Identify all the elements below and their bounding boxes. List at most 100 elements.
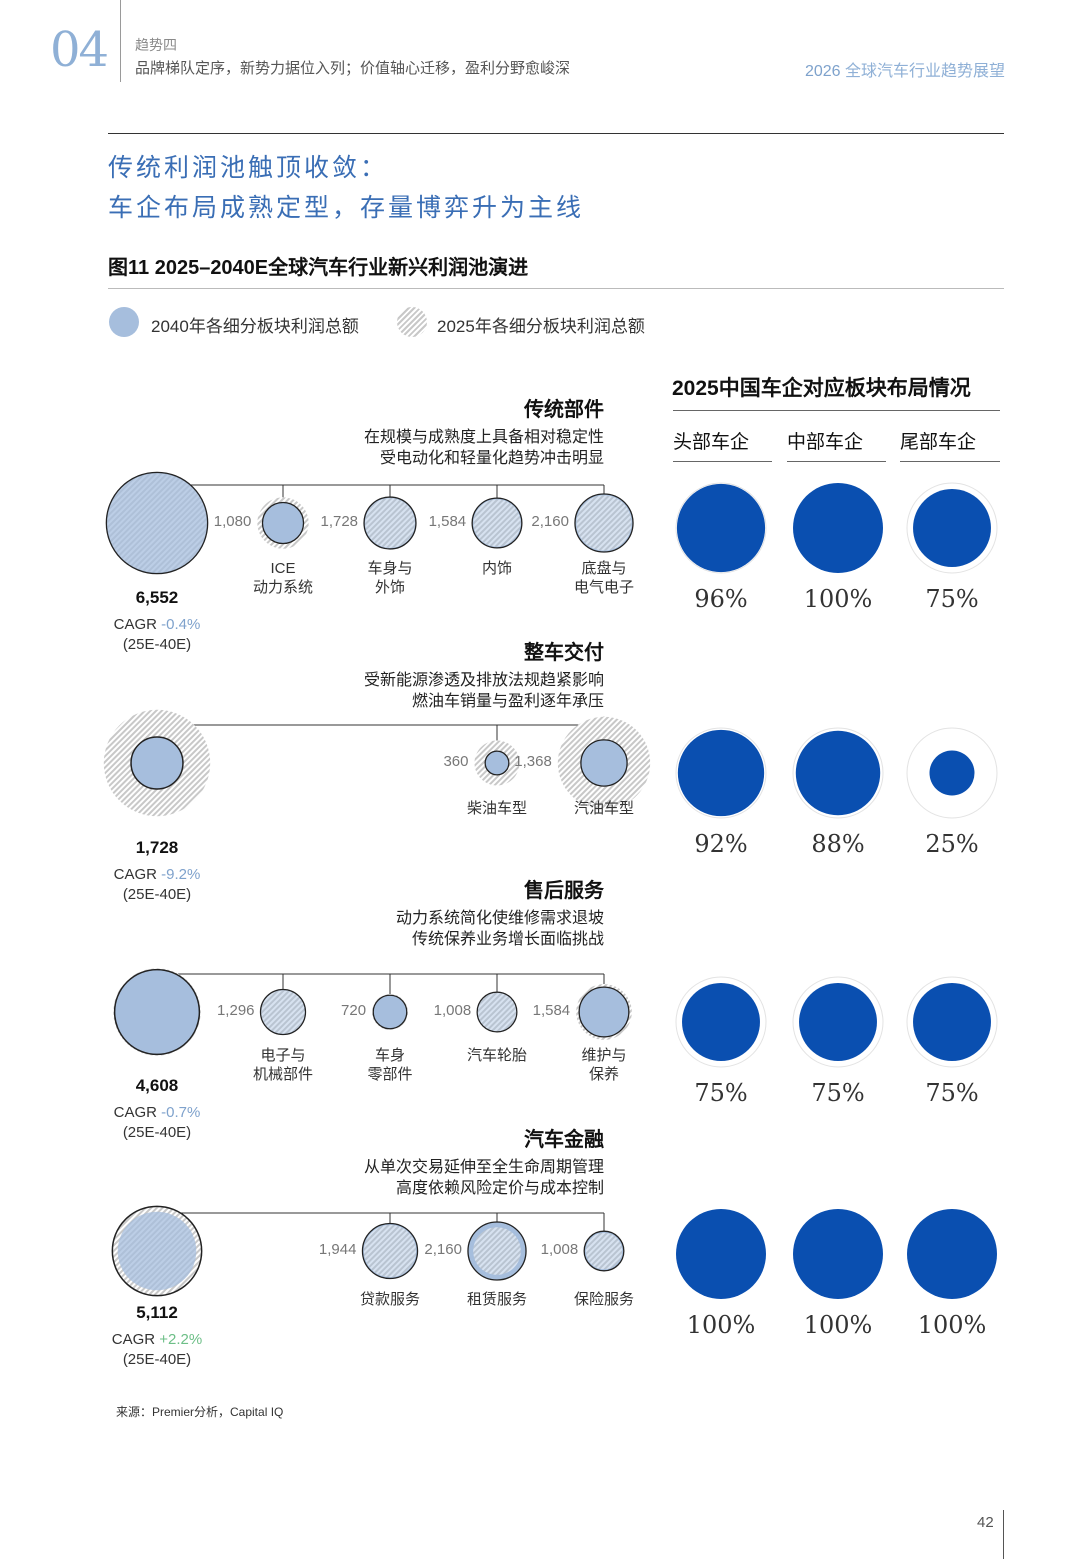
bubble-2025-segment [365,498,415,548]
section-period: (25E-40E) [122,636,192,653]
bubble-2040-segment [372,994,408,1030]
section-title: 整车交付 [524,642,604,664]
segment-name-label: 电子与 [260,1047,306,1064]
layout-outer-ring [906,482,998,574]
layout-percentage: 100% [803,585,873,613]
chapter-number: 04 [50,22,109,78]
layout-fill-circle [799,983,877,1061]
segment-value-label: 1,368 [514,753,552,770]
tier-tail-rule [900,461,1000,462]
segment-name-label: 电气电子 [573,579,634,596]
segment-name-label: 贷款服务 [359,1291,420,1308]
segment-name-label: 保养 [588,1066,619,1083]
tier-head-label: 头部车企 [673,432,750,453]
segment-value-label: 1,944 [318,1241,357,1258]
layout-percentage: 75% [811,1079,865,1107]
segment-name-label: 机械部件 [252,1066,313,1083]
section-title: 传统部件 [524,399,604,421]
segment-name-label: 车身 [374,1047,405,1064]
report-year: 2026 [804,63,841,80]
section-total-value: 1,728 [135,838,179,857]
segment-name-label: 动力系统 [252,579,313,596]
segment-value-label: 1,296 [216,1002,255,1019]
tier-mid-rule [787,461,886,462]
layout-percentage: 75% [925,585,979,613]
bubble-2025-total [106,472,208,574]
segment-name-label: 底盘与 [581,560,627,577]
layout-percentage: 96% [694,585,748,613]
layout-fill-circle [676,483,766,573]
cagr-value: -0.4% [161,616,201,633]
layout-fill-circle [907,1209,997,1299]
section-title: 汽车金融 [524,1129,604,1151]
chapter-subtitle: 品牌梯队定序，新势力据位入列；价值轴心迁移，盈利分野愈峻深 [135,60,571,77]
cagr-value: -9.2% [161,866,201,883]
layout-outer-ring [792,727,884,819]
section-desc-line: 动力系统简化使维修需求退坡 [395,910,604,927]
segment-value-label: 1,080 [213,513,252,530]
source-note: 来源：Premier分析，Capital IQ [116,1405,284,1419]
segment-value-label: 2,160 [424,1241,462,1258]
bubble-2025-segment [585,1232,623,1270]
segment-value-label: 1,584 [428,513,467,530]
section-period: (25E-40E) [122,1351,192,1368]
cagr-label: CAGR [113,616,162,633]
header-divider [120,0,121,82]
bubble-2040-segment [484,750,510,776]
layout-percentage: 25% [925,830,979,858]
tier-mid-label: 中部车企 [787,432,864,453]
bubble-2040-segment [261,501,305,545]
layout-outer-ring [792,976,884,1068]
layout-percentage: 75% [925,1079,979,1107]
bubble-2040-segment [580,739,628,787]
section-desc-line: 受电动化和轻量化趋势冲击明显 [379,450,604,467]
section-period: (25E-40E) [122,1124,192,1141]
bubble-2025-total [117,1211,197,1291]
layout-percentage: 100% [803,1311,873,1339]
section-total-value: 5,112 [136,1303,178,1322]
section-desc-line: 在规模与成熟度上具备相对稳定性 [363,429,604,446]
section-cagr: CAGR -9.2% [107,866,207,883]
layout-percentage: 92% [694,830,748,858]
cagr-label: CAGR [111,1331,160,1348]
layout-fill-circle [677,729,765,817]
report-title-text: 全球汽车行业趋势展望 [844,63,1005,80]
right-panel-rule [673,410,1000,411]
bubble-2025-segment [576,495,632,551]
segment-value-label: 360 [443,753,469,770]
layout-outer-ring [675,482,767,574]
segment-name-label: 零部件 [367,1066,413,1083]
layout-outer-ring [906,976,998,1068]
segment-name-label: 汽车轮胎 [466,1047,527,1064]
section-desc-line: 燃油车销量与盈利逐年承压 [411,693,604,710]
segment-value-label: 1,008 [433,1002,472,1019]
segment-name-label: 车身与 [367,560,413,577]
page-divider [1003,1510,1004,1559]
right-panel-title: 2025中国车企对应板块布局情况 [672,377,971,400]
cagr-value: +2.2% [159,1331,203,1348]
bubble-2025-segment [261,990,305,1034]
section-total-value: 6,552 [135,588,179,607]
segment-name-label: 汽油车型 [573,800,634,817]
section-desc-line: 受新能源渗透及排放法规趋紧影响 [363,672,604,689]
chapter-kicker: 趋势四 [135,37,177,53]
section-cagr: CAGR -0.7% [107,1104,207,1121]
headline-line2: 车企布局成熟定型，存量博弈升为主线 [108,193,585,222]
segment-name-label: 维护与 [581,1047,627,1064]
segment-value-label: 720 [341,1002,367,1019]
segment-name-label: 租赁服务 [466,1291,527,1308]
section-desc-line: 高度依赖风险定价与成本控制 [395,1180,604,1197]
layout-percentage: 100% [917,1311,987,1339]
bubble-2040-segment [578,986,630,1038]
bubble-2025-segment [473,1227,521,1275]
layout-outer-ring [675,727,767,819]
layout-fill-circle [929,750,975,796]
report-title: 2026 全球汽车行业趋势展望 [805,57,1005,81]
top-rule [108,133,1004,134]
layout-fill-circle [682,983,760,1061]
legend-2040-label: 2040年各细分板块利润总额 [151,317,359,336]
layout-fill-circle [795,730,881,816]
section-total-value: 4,608 [135,1076,179,1095]
layout-fill-circle [676,1209,766,1299]
section-cagr: CAGR +2.2% [107,1331,207,1348]
